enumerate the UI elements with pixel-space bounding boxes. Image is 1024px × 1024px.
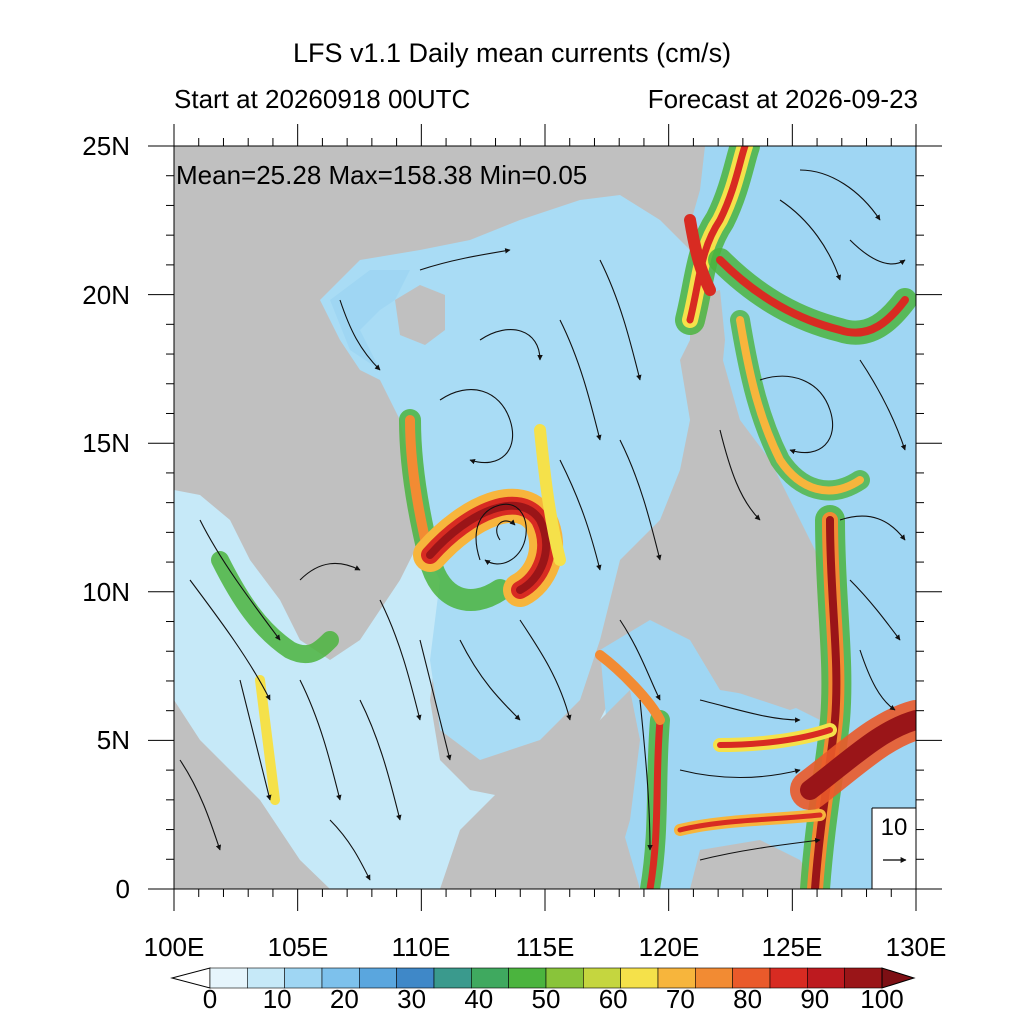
- lon-label-110e: 110E: [391, 932, 451, 962]
- land-sulawesi: [690, 840, 820, 889]
- colorbar-label: 30: [397, 984, 427, 1014]
- reference-vector-box: [872, 808, 916, 889]
- lat-label-15n: 15N: [82, 428, 130, 458]
- colorbar-label: 40: [464, 984, 494, 1014]
- colorbar-label: 0: [202, 984, 218, 1014]
- land-mindanao: [720, 620, 820, 710]
- lat-label-10n: 10N: [82, 577, 130, 607]
- ocean-gulf-of-tonkin: [330, 270, 410, 370]
- lon-label-130e: 130E: [885, 932, 947, 962]
- colorbar-label: 90: [800, 984, 830, 1014]
- lon-label-100e: 100E: [143, 932, 205, 962]
- streamlines: [179, 169, 907, 881]
- axis-ticks: [148, 124, 942, 911]
- colorbar-label: 100: [860, 984, 904, 1014]
- colorbar: [170, 967, 916, 989]
- colorbar-label: 20: [329, 984, 359, 1014]
- colorbar-label: 70: [665, 984, 695, 1014]
- colorbar-label: 50: [531, 984, 561, 1014]
- start-time-label: Start at 20260918 00UTC: [174, 84, 471, 114]
- lon-label-125e: 125E: [761, 932, 823, 962]
- land-taiwan: [670, 146, 705, 225]
- lat-label-25n: 25N: [82, 131, 130, 161]
- colorbar-label: 10: [262, 984, 292, 1014]
- current-jets: [211, 146, 916, 889]
- statistics-label: Mean=25.28 Max=158.38 Min=0.05: [176, 160, 588, 190]
- land-borneo: [440, 690, 640, 889]
- lat-label-20n: 20N: [82, 280, 130, 310]
- colorbar-label: 60: [598, 984, 628, 1014]
- lon-label-115e: 115E: [515, 932, 575, 962]
- forecast-time-label: Forecast at 2026-09-23: [647, 84, 918, 114]
- lat-label-5n: 5N: [96, 725, 130, 755]
- ocean-gulf-of-thailand: [174, 490, 620, 889]
- lat-label-0: 0: [115, 874, 130, 904]
- lon-label-120e: 120E: [638, 932, 700, 962]
- colorbar-over-triangle: [881, 967, 916, 989]
- land-hainan: [395, 285, 445, 345]
- land-luzon: [690, 290, 760, 480]
- map-area: [174, 146, 916, 889]
- land-visayas: [700, 490, 790, 600]
- lon-label-105e: 105E: [267, 932, 329, 962]
- colorbar-label: 80: [733, 984, 763, 1014]
- map-title: LFS v1.1 Daily mean currents (cm/s): [292, 38, 732, 68]
- land-palawan: [600, 540, 670, 650]
- reference-vector-label: 10: [880, 814, 908, 841]
- reference-vector-label-box: 10: [872, 808, 916, 888]
